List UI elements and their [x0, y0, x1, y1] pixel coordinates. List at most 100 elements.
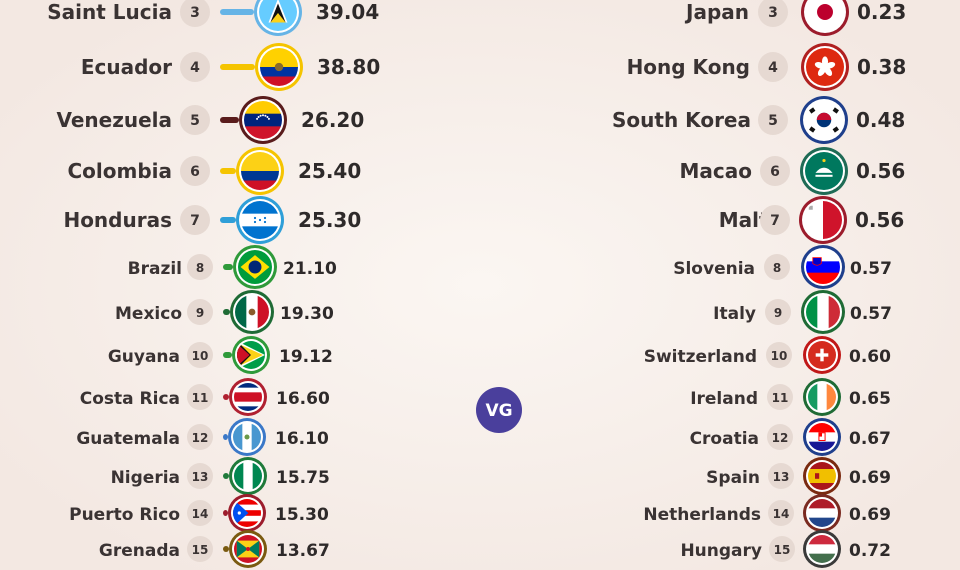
rank-number: 14 — [192, 507, 209, 521]
ranking-row: Hong Kong 4 0.38 — [627, 43, 906, 91]
rank-number: 4 — [768, 60, 778, 76]
colombia-flag — [241, 152, 279, 190]
country-name: Switzerland — [644, 347, 757, 367]
country-name: Grenada — [99, 541, 180, 561]
rank-badge — [758, 0, 788, 27]
value-label: 19.30 — [280, 304, 334, 324]
country-name: Ireland — [690, 389, 758, 409]
netherlands-flag — [808, 499, 836, 527]
rank-badge — [765, 299, 791, 325]
country-name: Brazil — [128, 259, 182, 279]
country-name: Guatemala — [76, 429, 180, 449]
ranking-row: Ecuador 4 38.80 — [81, 43, 380, 91]
rank-number: 3 — [768, 5, 778, 21]
country-name: Nigeria — [111, 468, 180, 488]
ranking-row: Italy 9 0.57 — [713, 290, 892, 334]
rank-number: 8 — [196, 261, 204, 275]
country-name: Venezuela — [56, 108, 172, 132]
value-label: 0.69 — [849, 468, 891, 488]
value-label: 0.67 — [849, 429, 891, 449]
rank-badge — [758, 105, 788, 135]
ranking-row: Saint Lucia 3 39.04 — [47, 0, 379, 36]
right-ranking: Japan 3 0.23 Hong Kong 4 0.38 South Korea 5 0.48… — [612, 0, 906, 568]
value-label: 0.60 — [849, 347, 891, 367]
rank-number: 10 — [771, 349, 788, 363]
connector-bar — [223, 434, 228, 440]
spain-flag — [808, 462, 836, 490]
ranking-row: Guyana 10 19.12 — [108, 336, 333, 374]
rank-number: 11 — [772, 391, 789, 405]
ranking-row: Brazil 8 21.10 — [128, 245, 337, 289]
rank-badge — [766, 342, 792, 368]
switzerland-flag — [808, 341, 836, 369]
ranking-row: Japan 3 0.23 — [684, 0, 906, 36]
rank-number: 5 — [768, 113, 778, 129]
country-name: Macao — [680, 159, 753, 183]
south-korea-flag — [805, 101, 843, 139]
rank-number: 7 — [190, 213, 200, 229]
value-label: 15.30 — [275, 505, 329, 525]
value-label: 0.56 — [856, 159, 905, 183]
rank-badge — [764, 254, 790, 280]
rank-badge — [767, 384, 793, 410]
rank-badge — [769, 536, 795, 562]
country-name: Spain — [706, 468, 760, 488]
connector-bar — [223, 352, 232, 358]
rank-number: 12 — [192, 431, 209, 445]
honduras-flag — [241, 201, 279, 239]
rank-badge — [187, 463, 213, 489]
ranking-row: Costa Rica 11 16.60 — [80, 378, 330, 416]
country-name: Ecuador — [81, 55, 172, 79]
connector-bar — [223, 394, 229, 400]
connector-bar — [220, 64, 255, 70]
rank-badge — [768, 500, 794, 526]
country-name: Guyana — [108, 347, 180, 367]
rank-badge — [187, 536, 213, 562]
hong-kong-flag — [806, 48, 844, 86]
country-name: Costa Rica — [80, 389, 180, 409]
connector-bar — [220, 9, 254, 15]
japan-flag — [806, 0, 844, 31]
ranking-row: Macao 6 0.56 — [680, 147, 905, 195]
country-name: Slovenia — [673, 259, 755, 279]
value-label: 26.20 — [301, 108, 364, 132]
value-label: 25.40 — [298, 159, 361, 183]
ranking-row: Slovenia 8 0.57 — [673, 245, 892, 289]
value-label: 39.04 — [316, 0, 379, 24]
value-label: 0.48 — [856, 108, 905, 132]
value-label: 0.23 — [857, 0, 906, 24]
value-label: 0.72 — [849, 541, 891, 561]
value-label: 0.56 — [855, 208, 904, 232]
guyana-flag — [237, 341, 265, 369]
rank-badge — [187, 500, 213, 526]
rank-badge — [187, 342, 213, 368]
country-name: Hong Kong — [627, 55, 750, 79]
rank-number: 13 — [192, 470, 209, 484]
rank-number: 4 — [190, 60, 200, 76]
ranking-row: Guatemala 12 16.10 — [76, 418, 329, 456]
value-label: 0.57 — [850, 304, 892, 324]
mexico-flag — [235, 295, 269, 329]
value-label: 13.67 — [276, 541, 330, 561]
country-name: Italy — [713, 304, 756, 324]
ranking-row: Switzerland 10 0.60 — [644, 336, 891, 374]
rank-badge — [758, 52, 788, 82]
rank-number: 6 — [770, 164, 780, 180]
country-name: Puerto Rico — [69, 505, 180, 525]
ecuador-flag — [260, 48, 298, 86]
ranking-row: Spain 13 0.69 — [706, 457, 891, 495]
country-name: Saint Lucia — [47, 0, 172, 24]
rank-number: 13 — [773, 470, 790, 484]
ranking-row: Hungary 15 0.72 — [680, 530, 891, 568]
ranking-row: Croatia 12 0.67 — [690, 418, 891, 456]
connector-bar — [223, 264, 233, 270]
rank-number: 5 — [190, 113, 200, 129]
value-label: 38.80 — [317, 55, 380, 79]
left-ranking: Saint Lucia 3 39.04 Ecuador 4 38.80 Venezuela 5… — [47, 0, 380, 568]
connector-bar — [223, 510, 228, 516]
rank-number: 14 — [773, 507, 790, 521]
value-label: 16.60 — [276, 389, 330, 409]
